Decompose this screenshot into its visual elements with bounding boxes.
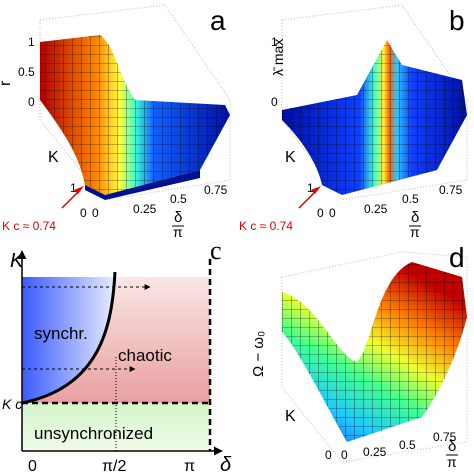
delta-tick: 0: [92, 206, 99, 220]
k-tick: 0: [317, 206, 324, 220]
x-tick-pi: π: [184, 458, 195, 474]
delta-ticks-b: 0 0.25 0.5 0.75: [329, 183, 463, 220]
panel-b: b λ̄ max 1 0 K 1 0 0 0.25 0.5 0.75 δ π K…: [239, 4, 468, 237]
synchr-region: [22, 277, 115, 403]
delta-label-b: δ: [411, 209, 419, 226]
delta-tick: 0.5: [399, 438, 416, 452]
boundary-curve: [21, 271, 117, 405]
delta-den-d: π: [447, 454, 457, 470]
k-tick: 0: [325, 448, 332, 462]
region-label-unsync: unsynchronized: [34, 424, 153, 443]
z-axis-label-d: Ω − ω₀: [250, 331, 267, 377]
k-tick: 1: [307, 181, 314, 195]
k-axis-label-b: K: [285, 149, 296, 166]
k-axis-label-a: K: [48, 149, 59, 166]
delta-tick: 0.75: [439, 183, 463, 197]
surface-b: [282, 40, 467, 195]
delta-tick: 0.5: [402, 192, 419, 206]
delta-ticks-d: 0 0.25 0.5 0.75: [341, 430, 457, 462]
delta-tick: 0.25: [364, 202, 388, 216]
panel-letter-b: b: [449, 5, 465, 36]
z-axis-label-a: r̄: [0, 80, 14, 87]
delta-tick: 0.5: [170, 192, 187, 206]
kc-label-a: K c ≈ 0.74: [2, 219, 56, 233]
z-axis-label-b: λ̄ max: [270, 39, 286, 76]
panel-a: a r̄ 1 0.5 0 K 1 0 0 0.25 0.5 0.75 δ π K…: [0, 4, 231, 237]
plot-box-b: [281, 4, 468, 201]
x-tick-0: 0: [28, 458, 37, 474]
z-tick: 1: [28, 35, 35, 49]
k-tick: 1: [70, 181, 77, 195]
panel-letter-c: c: [210, 237, 222, 265]
region-label-chaotic: chaotic: [118, 346, 172, 365]
surface-a: [40, 35, 230, 200]
x-tick-half-pi: π/2: [102, 458, 126, 474]
panel-d: d Ω − ω₀ K 0 0 0.25 0.5 0.75 δ π: [250, 242, 468, 470]
delta-tick: 0.75: [204, 183, 228, 197]
delta-axis-label-c: δ: [220, 454, 232, 474]
surface-d: [282, 262, 467, 442]
panel-c: c K δ K c 0 π/2 π synchr. chaotic unsync…: [2, 237, 232, 474]
delta-tick: 0.25: [133, 202, 157, 216]
delta-tick: 0: [329, 206, 336, 220]
panel-letter-d: d: [449, 242, 465, 273]
delta-tick: 0.75: [433, 430, 457, 444]
delta-tick: 0.25: [363, 445, 387, 459]
z-tick: 0: [28, 95, 35, 109]
delta-label-a: δ: [174, 209, 182, 226]
kc-label-c: K c: [2, 396, 22, 412]
z-tick: 0.5: [18, 65, 35, 79]
delta-label-d: δ: [448, 438, 456, 455]
z-ticks-a: 1 0.5 0: [18, 35, 35, 109]
region-label-synchr: synchr.: [34, 324, 88, 343]
delta-ticks-a: 0 0.25 0.5 0.75: [92, 183, 228, 220]
delta-tick: 0: [341, 448, 348, 462]
kc-label-b: K c ≈ 0.74: [239, 219, 293, 233]
k-axis-label-d: K: [285, 408, 296, 425]
k-axis-label-c: K: [10, 250, 25, 272]
k-tick: 0: [80, 206, 87, 220]
delta-den-b: π: [410, 224, 420, 237]
z-tick: 1: [271, 35, 278, 49]
delta-den-a: π: [173, 224, 183, 237]
panel-letter-a: a: [210, 5, 226, 36]
z-tick: 0: [271, 95, 278, 109]
